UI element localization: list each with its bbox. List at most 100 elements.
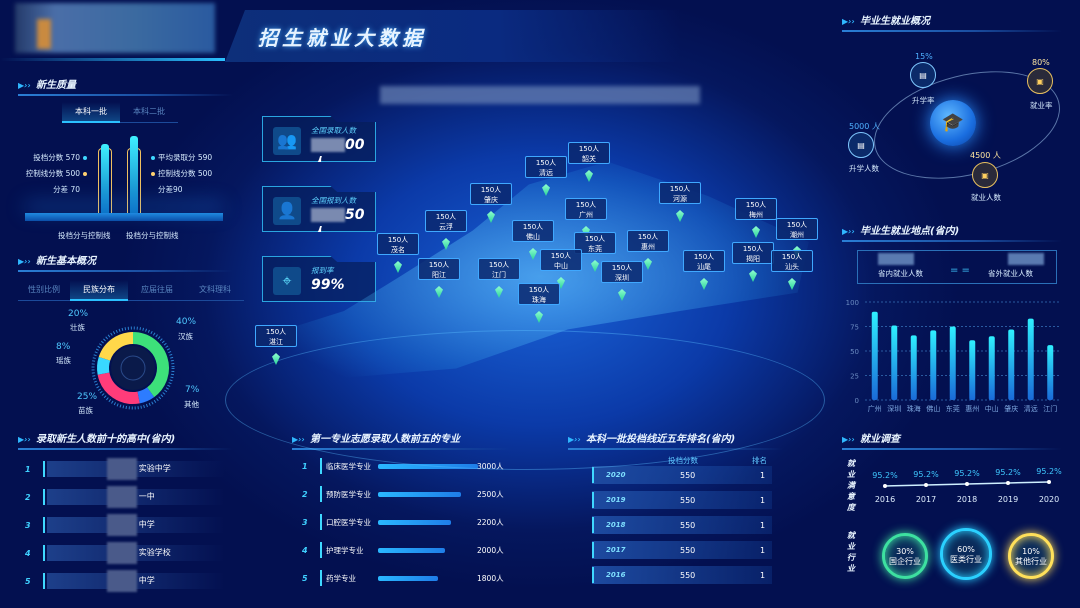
right-diff: 分差90 — [158, 185, 183, 194]
map-pin-icon[interactable] — [788, 278, 796, 290]
map-city-label[interactable]: 150人 揭阳 — [732, 242, 774, 264]
map-pin-icon[interactable] — [272, 353, 280, 365]
map-pin-icon[interactable] — [535, 311, 543, 323]
equal-icon: = = — [950, 265, 970, 276]
rank-number: 4 — [25, 548, 31, 558]
donut-slice-3 — [97, 356, 111, 375]
map-pin-icon[interactable] — [487, 211, 495, 223]
section-title-location: 毕业生就业地点(省内) — [842, 224, 959, 240]
ranking-row[interactable]: 2016 550 1 — [592, 566, 772, 584]
kpi-value: 50人 — [311, 207, 375, 232]
map-city-label[interactable]: 150人 湛江 — [255, 325, 297, 347]
section-title-survey: 就业调查 — [842, 432, 900, 448]
map-pin-icon[interactable] — [435, 286, 443, 298]
bar-left — [101, 144, 109, 214]
slice-pct-han: 40% — [176, 317, 197, 327]
school-name: 一中 — [138, 492, 155, 501]
school-row[interactable]: 4 实验学校 — [25, 542, 225, 564]
map-city-label[interactable]: 150人 汕头 — [771, 250, 813, 272]
satisfaction-line-chart: 95.2% 2016 95.2% 2017 95.2% 2018 95.2% 2019 95.2… — [872, 467, 1062, 504]
map-pin-icon[interactable] — [700, 278, 708, 290]
map-city-label[interactable]: 150人 茂名 — [377, 233, 419, 255]
major-row[interactable]: 3 口腔医学专业 2200人 — [302, 511, 522, 533]
map-pin-icon[interactable] — [749, 270, 757, 282]
map-city-label[interactable]: 150人 清远 — [525, 156, 567, 178]
tab-gender[interactable]: 性别比例 — [18, 280, 70, 301]
map-pin-icon[interactable] — [618, 289, 626, 301]
map-pin-icon[interactable] — [591, 260, 599, 272]
map-pin-icon[interactable] — [585, 170, 593, 182]
slice-pct-zhuang: 20% — [68, 309, 89, 319]
map-city-label[interactable]: 150人 云浮 — [425, 210, 467, 232]
header-line — [0, 58, 225, 61]
ranking-row[interactable]: 2020 550 1 — [592, 466, 772, 484]
map-city-label[interactable]: 150人 韶关 — [568, 142, 610, 164]
ranking-row[interactable]: 2018 550 1 — [592, 516, 772, 534]
map-pin-icon[interactable] — [752, 226, 760, 238]
out-count-blur — [1008, 253, 1044, 265]
map-city-label[interactable]: 150人 阳江 — [418, 258, 460, 280]
rank: 1 — [760, 570, 766, 580]
rank-number: 4 — [302, 545, 308, 555]
logo — [15, 3, 215, 53]
tab-batch-1[interactable]: 本科一批 — [62, 102, 120, 123]
data-point — [1047, 480, 1051, 484]
school-row[interactable]: 2 一中 — [25, 486, 225, 508]
map-pin-icon[interactable] — [394, 261, 402, 273]
y-tick-label: 50 — [850, 348, 859, 356]
map-city-label[interactable]: 150人 东莞 — [574, 232, 616, 254]
school-row[interactable]: 5 中学 — [25, 570, 225, 592]
map-pin-icon[interactable] — [442, 238, 450, 250]
kpi-card: 👥 全国录取人数 00人 — [262, 116, 376, 162]
school-row[interactable]: 3 中学 — [25, 514, 225, 536]
map-city-label[interactable]: 150人 广州 — [565, 198, 607, 220]
tab-ethnic[interactable]: 民族分布 — [70, 280, 128, 301]
ranking-row[interactable]: 2017 550 1 — [592, 541, 772, 559]
header-score: 投档分数 — [668, 456, 698, 465]
industry-circle: 30% 国企行业 — [882, 533, 928, 579]
rank: 1 — [760, 520, 766, 530]
map-pin-icon[interactable] — [644, 258, 652, 270]
major-count: 2000人 — [477, 545, 504, 555]
map-pin-icon[interactable] — [529, 248, 537, 260]
score: 550 — [680, 545, 696, 555]
map-city-label[interactable]: 150人 中山 — [540, 249, 582, 271]
bar-中山 — [988, 336, 995, 400]
map-city-label[interactable]: 150人 肇庆 — [470, 183, 512, 205]
map-pin-icon[interactable] — [542, 184, 550, 196]
blurred-name — [106, 486, 137, 508]
map-city-label[interactable]: 150人 汕尾 — [683, 250, 725, 272]
certificate-icon: ▤ — [910, 62, 936, 88]
map-city-label[interactable]: 150人 潮州 — [776, 218, 818, 240]
tab-graduate-type[interactable]: 应届往届 — [128, 280, 186, 301]
map-city-label[interactable]: 150人 惠州 — [627, 230, 669, 252]
bar-广州 — [871, 311, 878, 400]
map-pin-icon[interactable] — [676, 210, 684, 222]
major-row[interactable]: 4 护理学专业 2000人 — [302, 539, 522, 561]
bar-清远 — [1027, 318, 1034, 400]
major-row[interactable]: 2 预防医学专业 2500人 — [302, 483, 522, 505]
bar-platform — [25, 213, 223, 221]
map-city-label[interactable]: 150人 河源 — [659, 182, 701, 204]
bar-label-1: 投档分与控制线 — [58, 231, 111, 240]
header-rank: 排名 — [752, 456, 767, 465]
map-city-label[interactable]: 150人 珠海 — [518, 283, 560, 305]
major-row[interactable]: 5 药学专业 1800人 — [302, 567, 522, 589]
bar-label-2: 投档分与控制线 — [126, 231, 179, 240]
school-name: 中学 — [138, 576, 155, 585]
y-tick-label: 100 — [846, 299, 859, 307]
school-row[interactable]: 1 实验中学 — [25, 458, 225, 480]
major-name: 药学专业 — [326, 573, 356, 583]
map-ring — [225, 330, 825, 470]
tab-batch-2[interactable]: 本科二批 — [120, 102, 178, 123]
map-city-label[interactable]: 150人 江门 — [478, 258, 520, 280]
map-city-label[interactable]: 150人 佛山 — [512, 220, 554, 242]
x-tick-label: 清远 — [1024, 404, 1038, 413]
map-pin-icon[interactable] — [557, 277, 565, 289]
x-tick-label: 中山 — [985, 404, 999, 413]
map-city-label[interactable]: 150人 深圳 — [601, 261, 643, 283]
ranking-row[interactable]: 2019 550 1 — [592, 491, 772, 509]
map-city-label[interactable]: 150人 梅州 — [735, 198, 777, 220]
map-pin-icon[interactable] — [495, 286, 503, 298]
tab-arts-science[interactable]: 文科理科 — [186, 280, 244, 301]
